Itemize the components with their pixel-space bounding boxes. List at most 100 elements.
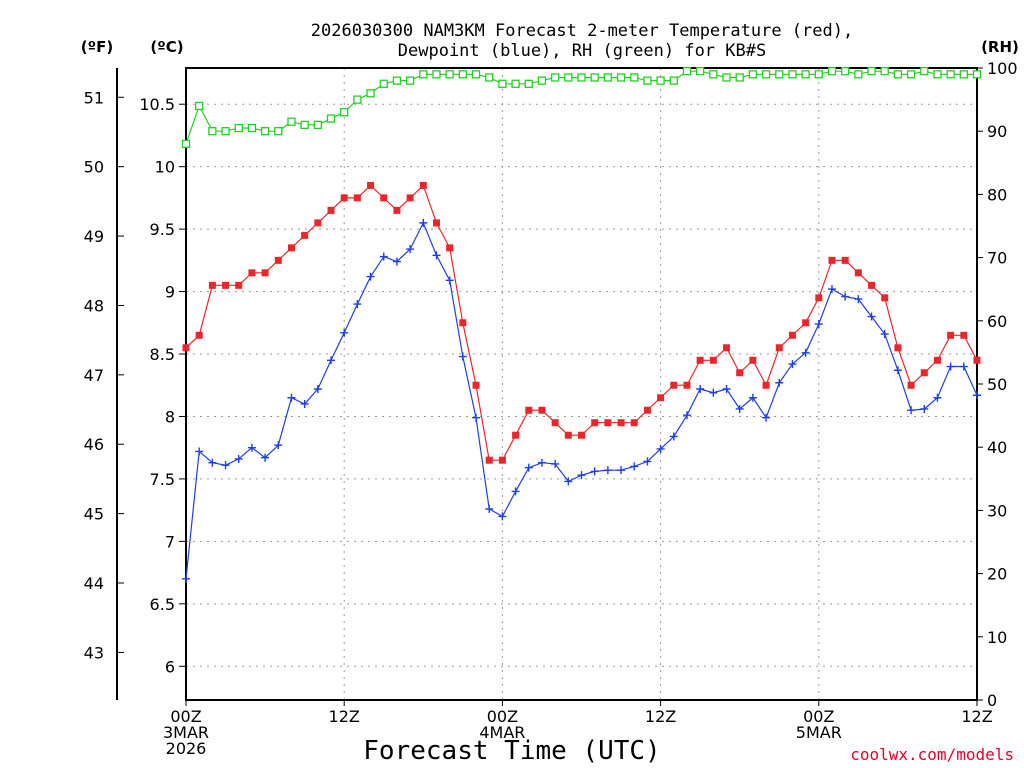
rh-point — [933, 70, 942, 79]
rh-tick-label: 20 — [987, 565, 1007, 584]
rh-point — [260, 127, 270, 136]
celsius-tick-labels: 6 6.5 7 7.5 8 8.5 9 9.5 10 10.5 — [139, 95, 186, 676]
rh-point — [445, 70, 454, 79]
dewpoint-point — [551, 459, 560, 468]
time-tick-label: 12Z — [645, 707, 676, 726]
rh-point — [379, 79, 388, 88]
rh-point — [946, 70, 955, 79]
rh-tick-label: 90 — [987, 122, 1007, 141]
temperature-point — [406, 194, 414, 202]
rh-point — [616, 73, 626, 82]
rh-point — [313, 120, 322, 130]
temperature-point — [301, 231, 309, 239]
temperature-point — [617, 419, 625, 427]
rh-tick-label: 80 — [987, 185, 1007, 204]
rh-point — [590, 73, 599, 82]
rh-point — [247, 123, 257, 133]
dewpoint-point — [973, 391, 981, 400]
celsius-tick-label: 8.5 — [150, 345, 175, 364]
dewpoint-point — [195, 447, 204, 456]
chart-title: 2026030300 NAM3KM Forecast 2-meter Tempe… — [311, 21, 853, 61]
dewpoint-point — [287, 393, 296, 402]
temperature-point — [235, 281, 243, 289]
rh-line — [185, 70, 977, 144]
celsius-tick-label: 7 — [165, 532, 175, 551]
temperature-point — [393, 206, 401, 214]
dewpoint-point — [274, 441, 283, 450]
celsius-tick-label: 7.5 — [150, 470, 175, 489]
celsius-tick-label: 9 — [165, 283, 175, 302]
celsius-tick-label: 8 — [165, 407, 175, 426]
rh-point — [340, 108, 349, 117]
dewpoint-point — [406, 245, 415, 254]
dewpoint-point — [722, 384, 731, 393]
axes — [116, 67, 978, 701]
rh-point — [181, 139, 191, 148]
rh-point — [274, 127, 283, 136]
rh-point — [498, 79, 507, 88]
dewpoint-point — [419, 218, 428, 227]
dewpoint-point — [182, 574, 190, 583]
plot-frame — [185, 67, 978, 701]
rh-point — [761, 70, 771, 79]
rh-point — [682, 67, 692, 76]
rh-point — [643, 76, 652, 85]
dewpoint-point — [511, 487, 520, 496]
rh-point — [234, 123, 243, 133]
dewpoint-point — [472, 413, 481, 422]
time-tick-label: 3MAR — [163, 723, 209, 742]
dewpoint-point — [801, 348, 810, 357]
dewpoint-point — [432, 251, 441, 260]
temperature-point — [261, 269, 269, 277]
celsius-tick-label: 10.5 — [139, 95, 175, 114]
rh-point — [353, 95, 362, 104]
temperature-point — [538, 406, 546, 414]
rh-tick-label: 0 — [987, 691, 997, 710]
celsius-tick-label: 6.5 — [150, 595, 175, 614]
dewpoint-point — [630, 462, 639, 471]
rh-point — [195, 101, 204, 111]
rh-point — [827, 67, 837, 76]
temperature-point — [723, 344, 731, 352]
temperature-point — [459, 319, 467, 327]
dewpoint-series — [182, 218, 981, 583]
rh-point — [221, 127, 230, 136]
dewpoint-point — [682, 411, 691, 420]
dewpoint-point — [617, 466, 626, 475]
temperature-point — [340, 194, 348, 202]
dewpoint-point — [392, 257, 401, 266]
temperature-point — [947, 331, 955, 339]
dewpoint-point — [340, 328, 349, 337]
dewpoint-point — [656, 444, 665, 453]
rh-point — [893, 70, 903, 79]
time-tick-label: 00Z — [487, 707, 518, 726]
dewpoint-point — [603, 466, 612, 475]
time-tick-label: 12Z — [961, 707, 992, 726]
rh-point — [906, 70, 916, 79]
temperature-point — [208, 281, 216, 289]
time-tick-label: 00Z — [170, 707, 201, 726]
rh-point — [471, 70, 481, 79]
fahrenheit-tick-label: 50 — [84, 158, 104, 177]
dewpoint-point — [366, 272, 375, 281]
rh-point — [880, 67, 889, 76]
time-tick-label: 00Z — [803, 707, 834, 726]
temperature-point — [564, 431, 572, 439]
dewpoint-point — [735, 404, 744, 413]
temperature-point — [841, 256, 849, 264]
chart-title-line-2: Dewpoint (blue), RH (green) for KB#S — [398, 41, 766, 61]
rh-tick-label: 70 — [987, 249, 1007, 268]
temperature-point — [222, 281, 230, 289]
rh-point — [630, 73, 639, 82]
fahrenheit-tick-label: 45 — [84, 505, 104, 524]
chart-title-line-1: 2026030300 NAM3KM Forecast 2-meter Tempe… — [311, 21, 853, 41]
dewpoint-point — [959, 362, 968, 371]
dewpoint-point — [590, 467, 599, 476]
rh-point — [485, 73, 494, 82]
dewpoint-point — [458, 352, 467, 361]
rh-point — [432, 70, 441, 79]
fahrenheit-unit-label: (ºF) — [81, 38, 113, 56]
temperature-point — [591, 419, 599, 427]
rh-point — [814, 70, 823, 79]
rh-point — [405, 76, 415, 85]
